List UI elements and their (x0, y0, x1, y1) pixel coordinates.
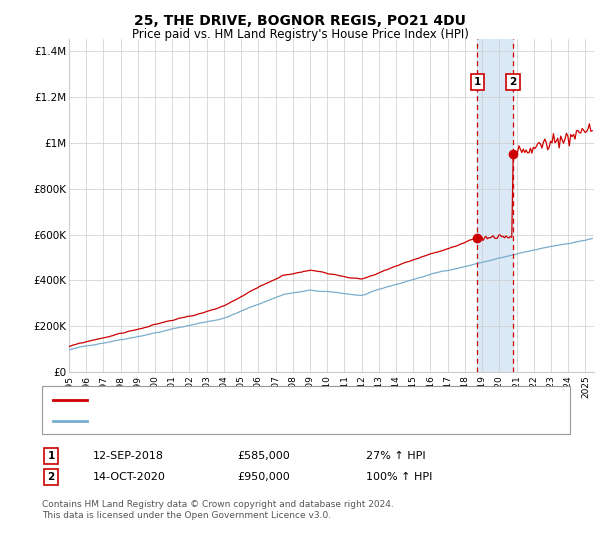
Text: Price paid vs. HM Land Registry's House Price Index (HPI): Price paid vs. HM Land Registry's House … (131, 28, 469, 41)
Text: 14-OCT-2020: 14-OCT-2020 (93, 472, 166, 482)
Text: 1: 1 (473, 77, 481, 87)
Text: £950,000: £950,000 (237, 472, 290, 482)
Text: 2: 2 (47, 472, 55, 482)
Bar (477, 39, 513, 372)
Text: 27% ↑ HPI: 27% ↑ HPI (366, 451, 425, 461)
Text: 100% ↑ HPI: 100% ↑ HPI (366, 472, 433, 482)
Text: Contains HM Land Registry data © Crown copyright and database right 2024.
This d: Contains HM Land Registry data © Crown c… (42, 500, 394, 520)
Text: 25, THE DRIVE, BOGNOR REGIS, PO21 4DU: 25, THE DRIVE, BOGNOR REGIS, PO21 4DU (134, 14, 466, 28)
Text: 12-SEP-2018: 12-SEP-2018 (93, 451, 164, 461)
Text: 25, THE DRIVE, BOGNOR REGIS, PO21 4DU (detached house): 25, THE DRIVE, BOGNOR REGIS, PO21 4DU (d… (93, 395, 411, 405)
Text: 1: 1 (47, 451, 55, 461)
Text: £585,000: £585,000 (237, 451, 290, 461)
Text: HPI: Average price, detached house, Arun: HPI: Average price, detached house, Arun (93, 416, 311, 426)
Text: 2: 2 (509, 77, 517, 87)
